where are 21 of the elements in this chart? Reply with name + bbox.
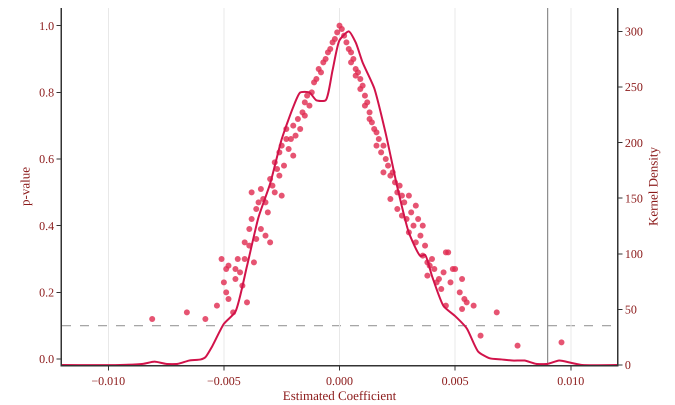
y2-tick-label: 250 xyxy=(624,80,643,94)
y-tick-label: 0.0 xyxy=(39,352,54,366)
y2-tick-label: 300 xyxy=(624,24,643,39)
y2-tick-label: 100 xyxy=(624,246,643,261)
y-tick-label: 0.2 xyxy=(39,286,54,300)
x-tick-label: 0.010 xyxy=(557,374,584,388)
y2-tick-label: 150 xyxy=(624,191,643,206)
x-tick-label: 0.005 xyxy=(442,374,469,388)
y2-axis-title: Kernel Density xyxy=(645,146,660,226)
y-tick-label: 1.0 xyxy=(39,18,54,33)
x-axis-title: Estimated Coefficient xyxy=(282,388,397,403)
y-tick-label: 0.6 xyxy=(39,152,54,166)
y2-tick-label: 200 xyxy=(624,136,643,150)
y2-tick-label: 0 xyxy=(624,358,631,372)
x-tick-label: −0.010 xyxy=(91,374,126,388)
y2-tick-label: 50 xyxy=(624,302,637,317)
x-tick-label: 0.000 xyxy=(326,374,353,388)
x-tick-label: −0.005 xyxy=(206,374,241,388)
y-tick-label: 0.4 xyxy=(39,218,54,233)
y-tick-label: 0.8 xyxy=(39,86,54,100)
y-axis-title: p-value xyxy=(17,166,32,206)
